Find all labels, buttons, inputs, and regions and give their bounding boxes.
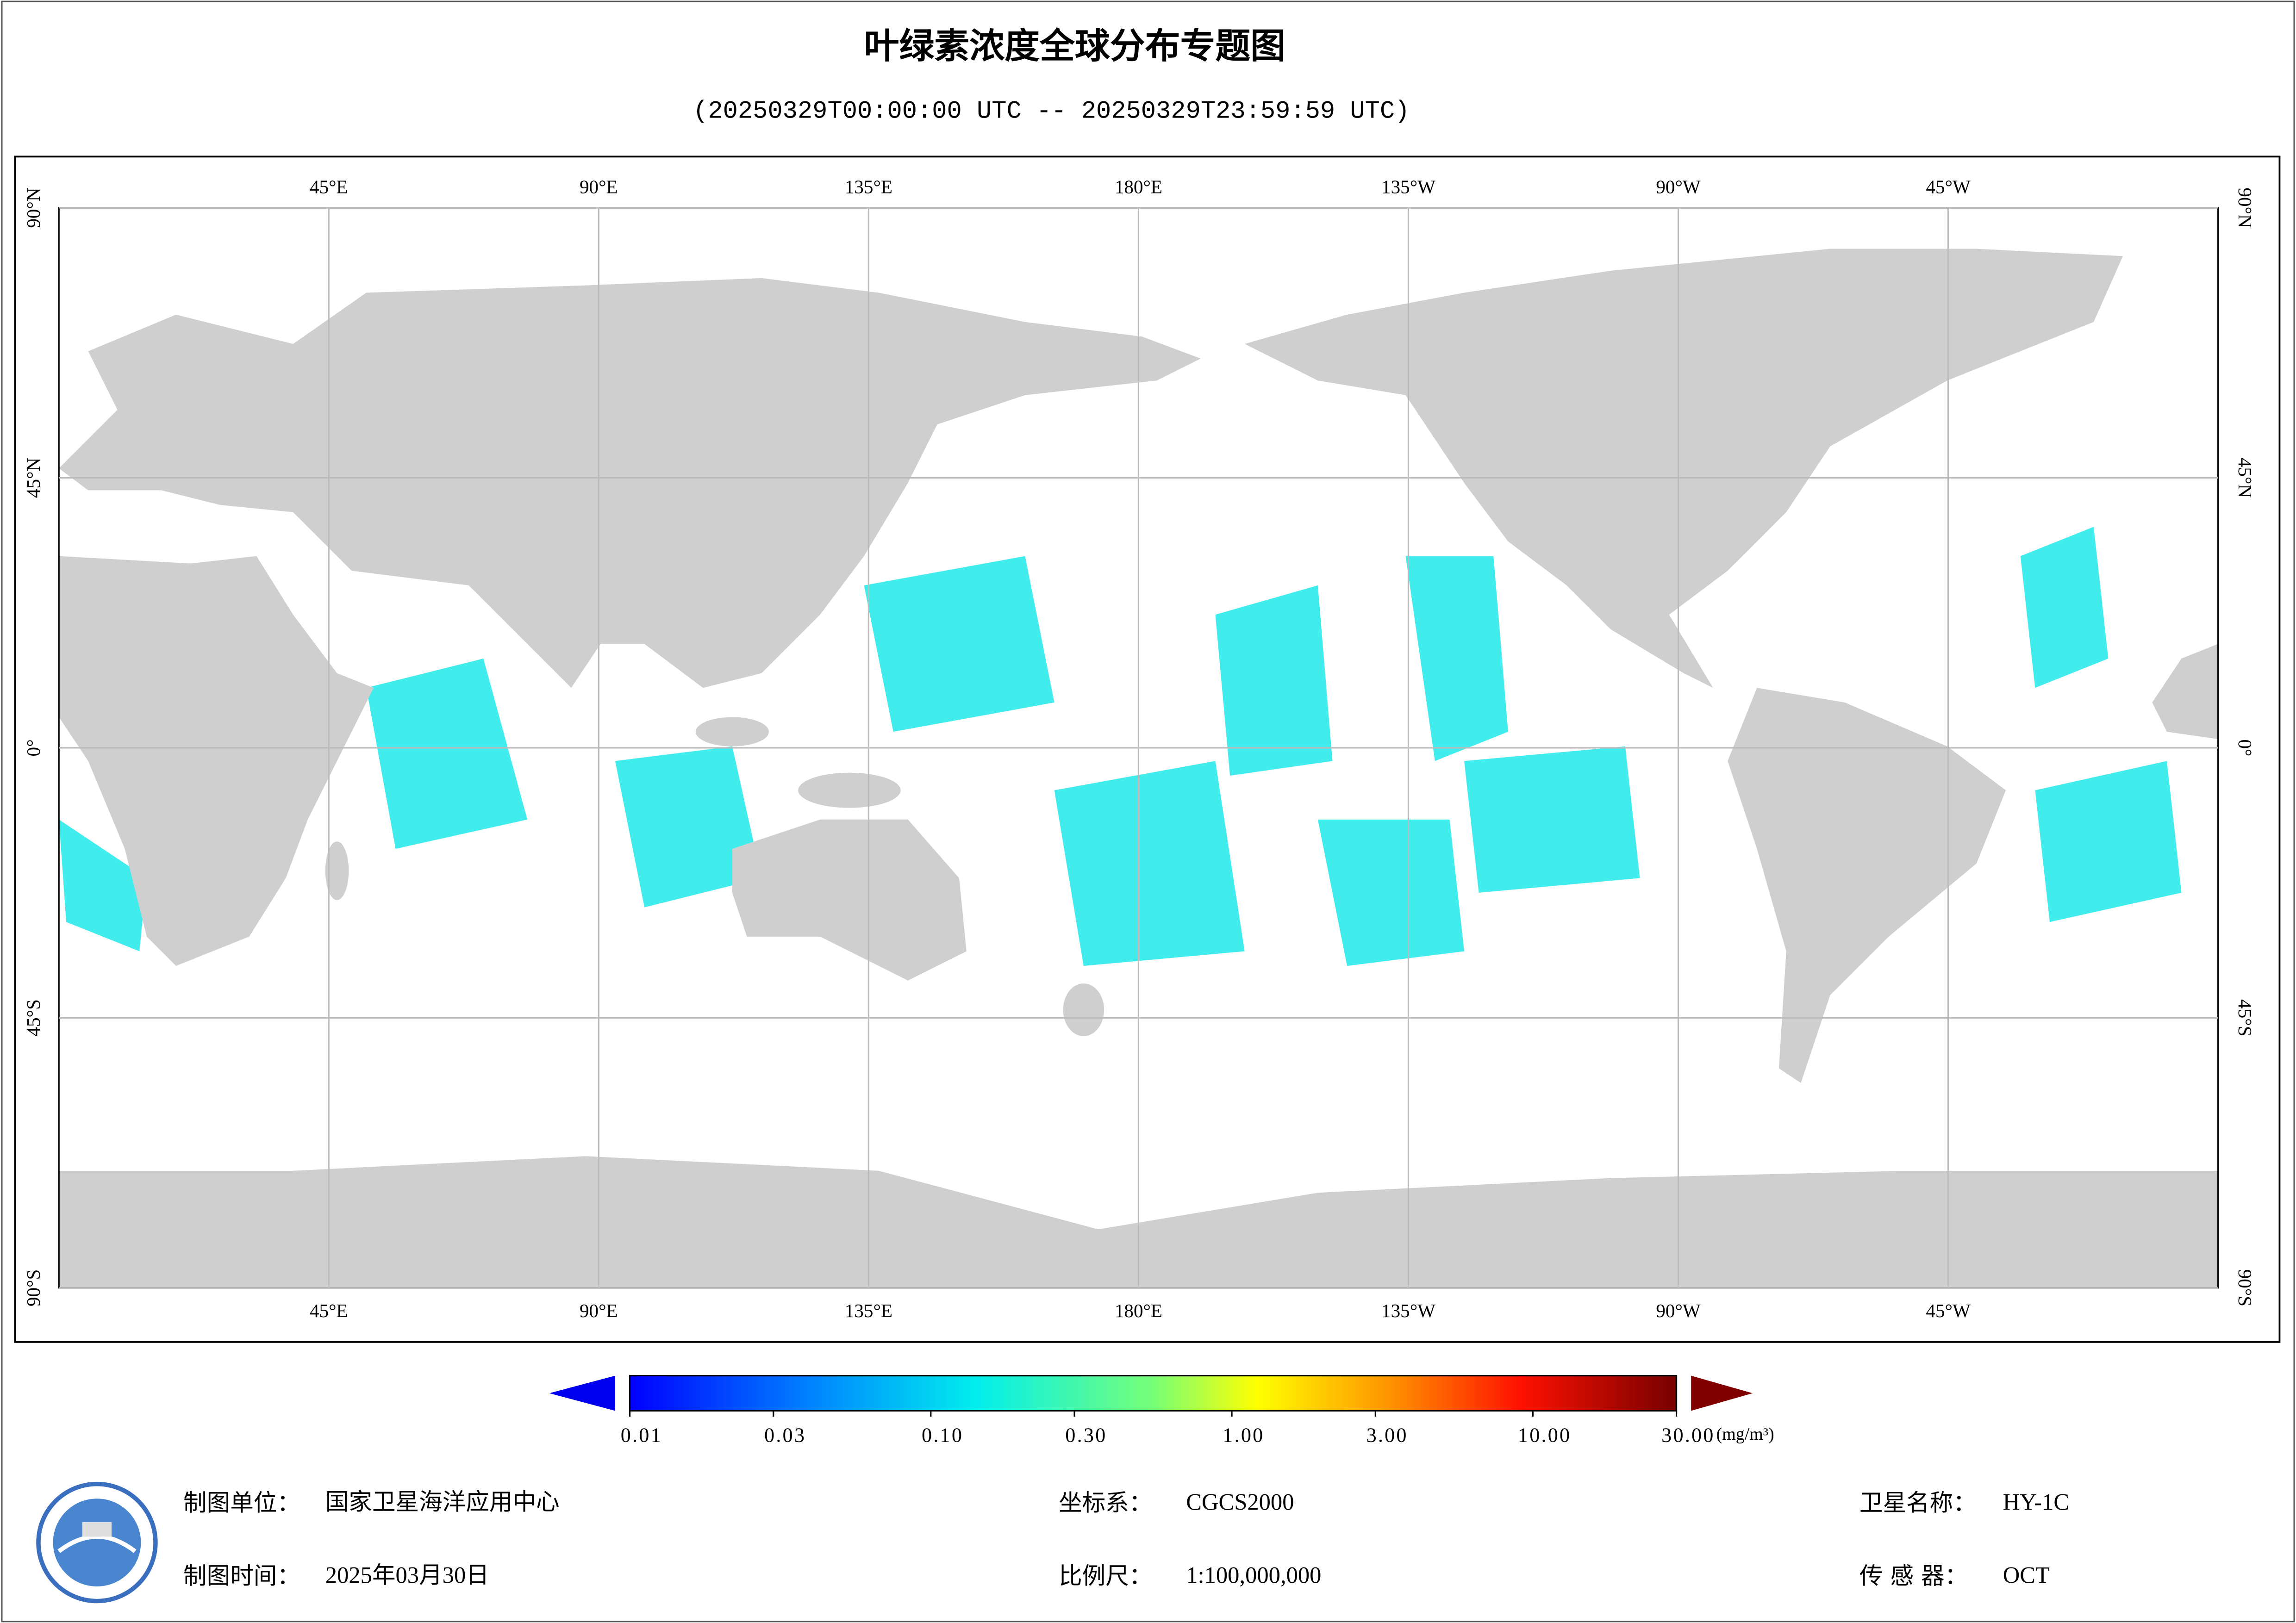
colorbar-tick-label: 0.30: [1065, 1424, 1107, 1447]
footer-label: 坐标系：: [1059, 1489, 1152, 1516]
australia: [732, 819, 967, 981]
colorbar-tick-label: 1.00: [1223, 1424, 1264, 1447]
colorbar-high-arrow: [1691, 1375, 1753, 1411]
lat-label: 45°S: [2234, 999, 2256, 1036]
footer-value: 国家卫星海洋应用中心: [325, 1489, 560, 1515]
south-america: [1728, 688, 2006, 1083]
lat-label: 0°: [2234, 739, 2256, 756]
colorbar-low-arrow: [549, 1375, 615, 1411]
patch: [59, 527, 2182, 966]
title: 叶绿素浓度全球分布专题图: [864, 25, 1286, 66]
footer-value: CGCS2000: [1186, 1489, 1294, 1515]
footer-value: OCT: [2003, 1562, 2050, 1588]
lon-label: 90°E: [580, 176, 618, 197]
lat-label: 90°S: [23, 1269, 44, 1306]
lon-label: 45°E: [310, 176, 348, 197]
lat-label: 0°: [23, 739, 44, 756]
colorbar: [629, 1374, 1678, 1412]
lon-label: 45°W: [1926, 176, 1971, 197]
footer-label: 卫星名称：: [1859, 1489, 1977, 1516]
lon-label: 90°E: [580, 1300, 618, 1321]
lat-label: 45°S: [23, 999, 44, 1036]
africa: [59, 556, 374, 966]
colorbar-tick-label: 10.00: [1518, 1424, 1571, 1447]
lat-label: 45°N: [2234, 458, 2256, 498]
island: [798, 772, 901, 808]
lon-label: 135°E: [845, 1300, 892, 1321]
colorbar-tick-label: 0.10: [922, 1424, 963, 1447]
island: [325, 841, 349, 900]
lon-label: 135°W: [1381, 1300, 1435, 1321]
eurasia: [59, 278, 1201, 688]
lon-label: 180°E: [1115, 176, 1162, 197]
footer-value: HY-1C: [2003, 1489, 2069, 1515]
west-africa: [2152, 644, 2218, 739]
footer-value: 2025年03月30日: [325, 1562, 489, 1588]
chlorophyll-patches: [59, 527, 2182, 966]
footer-label: 制图单位：: [183, 1489, 300, 1516]
lon-label: 90°W: [1656, 176, 1701, 197]
lon-label: 135°W: [1381, 176, 1435, 197]
lon-label: 180°E: [1115, 1300, 1162, 1321]
colorbar-tick-label: 30.00: [1661, 1424, 1715, 1447]
lat-label: 90°N: [2234, 187, 2256, 228]
lat-label: 45°N: [23, 458, 44, 498]
footer-label: 传 感 器：: [1859, 1562, 1968, 1589]
footer-value: 1:100,000,000: [1186, 1562, 1321, 1588]
north-america: [1244, 249, 2123, 688]
island: [695, 717, 769, 746]
lon-label: 90°W: [1656, 1300, 1701, 1321]
logo: [36, 1481, 158, 1604]
colorbar-tick-label: 0.01: [621, 1424, 662, 1447]
colorbar-unit: (mg/m³): [1716, 1424, 1774, 1444]
colorbar-tick-label: 0.03: [764, 1424, 806, 1447]
lon-label: 45°E: [310, 1300, 348, 1321]
map-frame: [14, 155, 2281, 1343]
lon-label: 45°W: [1926, 1300, 1971, 1321]
lat-label: 90°N: [23, 187, 44, 228]
footer-label: 制图时间：: [183, 1562, 300, 1589]
subtitle: (20250329T00:00:00 UTC -- 20250329T23:59…: [693, 98, 1410, 126]
colorbar-tick-label: 3.00: [1366, 1424, 1408, 1447]
lon-label: 135°E: [845, 176, 892, 197]
footer-label: 比例尺：: [1059, 1562, 1152, 1589]
lat-label: 90°S: [2234, 1269, 2256, 1306]
island: [1063, 983, 1104, 1036]
